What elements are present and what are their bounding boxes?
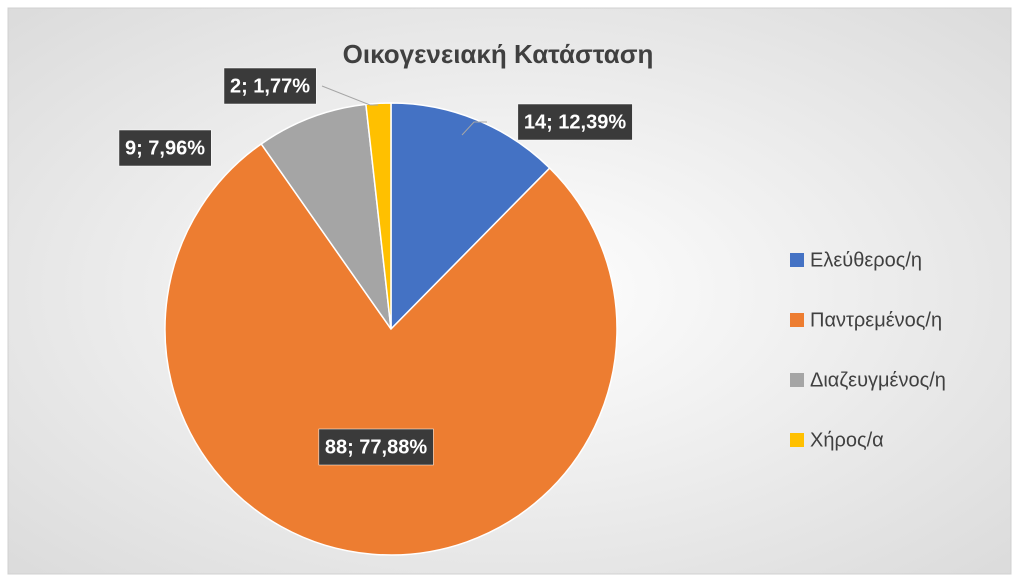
- legend-swatch: [790, 433, 804, 447]
- pie-slice: [260, 103, 392, 330]
- data-label: 14; 12,39%: [524, 111, 627, 133]
- pie-slice: [390, 102, 551, 331]
- data-label-box: [118, 129, 212, 167]
- data-label-box: [318, 428, 434, 466]
- legend-label: Χήρος/α: [810, 429, 884, 451]
- pie-slice: [365, 102, 392, 330]
- legend-swatch: [790, 253, 804, 267]
- data-label: 9; 7,96%: [125, 137, 205, 159]
- legend-swatch: [790, 313, 804, 327]
- leader-line: [461, 121, 487, 136]
- data-label-box: [517, 103, 633, 141]
- chart-title: Οικογενειακή Κατάσταση: [343, 39, 654, 69]
- pie-slice: [164, 142, 618, 556]
- data-label: 88; 77,88%: [325, 436, 428, 458]
- legend-label: Ελεύθερος/η: [810, 249, 922, 271]
- leader-line: [321, 85, 378, 106]
- legend-swatch: [790, 373, 804, 387]
- data-label-box: [223, 67, 317, 105]
- data-label: 2; 1,77%: [230, 75, 310, 97]
- legend-label: Παντρεμένος/η: [810, 309, 942, 331]
- legend-label: Διαζευγμένος/η: [810, 369, 946, 391]
